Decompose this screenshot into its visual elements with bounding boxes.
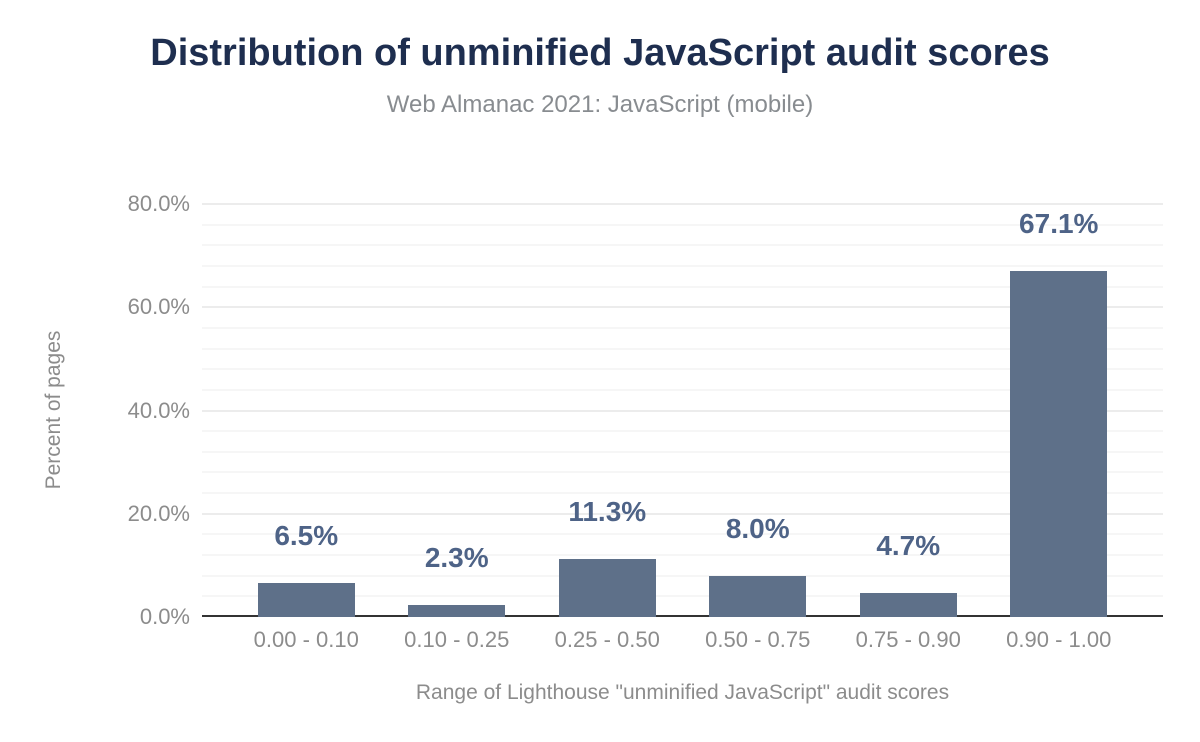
gridline-minor bbox=[202, 244, 1163, 247]
gridline-minor bbox=[202, 368, 1163, 371]
gridline-minor bbox=[202, 492, 1163, 495]
chart-subtitle: Web Almanac 2021: JavaScript (mobile) bbox=[386, 91, 814, 118]
chart-title: Distribution of unminified JavaScript au… bbox=[150, 32, 1050, 74]
y-tick-label: 40.0% bbox=[127, 397, 190, 423]
gridline-major bbox=[202, 512, 1163, 515]
gridline-minor bbox=[202, 574, 1163, 577]
gridline-minor bbox=[202, 264, 1163, 267]
gridline-minor bbox=[202, 533, 1163, 536]
x-tick-label: 0.10 - 0.25 bbox=[404, 627, 510, 652]
bar bbox=[1010, 270, 1108, 617]
bar bbox=[408, 605, 506, 617]
bar bbox=[257, 583, 355, 617]
bar bbox=[558, 558, 656, 617]
y-tick-label: 60.0% bbox=[127, 294, 190, 320]
bar bbox=[859, 592, 957, 617]
y-tick-label: 80.0% bbox=[127, 191, 190, 216]
x-tick-label: 0.75 - 0.90 bbox=[855, 627, 961, 652]
gridline-minor bbox=[202, 471, 1163, 474]
x-tick-label: 0.00 - 0.10 bbox=[253, 627, 359, 652]
bar bbox=[709, 575, 807, 617]
gridline-minor bbox=[202, 595, 1163, 598]
gridline-minor bbox=[202, 223, 1163, 226]
bar-value-label: 2.3% bbox=[424, 542, 489, 574]
gridline-major bbox=[202, 306, 1163, 309]
x-axis-line bbox=[202, 615, 1163, 617]
x-tick-label: 0.25 - 0.50 bbox=[554, 627, 660, 652]
gridline-major bbox=[202, 203, 1163, 205]
gridline-minor bbox=[202, 450, 1163, 453]
gridline-minor bbox=[202, 326, 1163, 329]
gridline-minor bbox=[202, 285, 1163, 288]
y-tick-label: 20.0% bbox=[127, 500, 190, 526]
bar-value-label: 8.0% bbox=[725, 512, 790, 544]
gridline-minor bbox=[202, 554, 1163, 557]
bar-value-label: 67.1% bbox=[1019, 207, 1099, 239]
bar-value-label: 4.7% bbox=[876, 529, 941, 561]
gridline-major bbox=[202, 409, 1163, 412]
x-tick-label: 0.50 - 0.75 bbox=[705, 627, 811, 652]
x-axis-title: Range of Lighthouse "unminified JavaScri… bbox=[415, 681, 950, 704]
plot-area: 6.5% 2.3% 11.3% 8.0% 4.7% 67.1% bbox=[202, 203, 1163, 617]
y-tick-label: 0.0% bbox=[139, 604, 190, 629]
gridline-minor bbox=[202, 430, 1163, 433]
gridline-minor bbox=[202, 388, 1163, 391]
gridline-minor bbox=[202, 347, 1163, 350]
bar-value-label: 6.5% bbox=[274, 520, 339, 552]
x-tick-label: 0.90 - 1.00 bbox=[1006, 627, 1112, 652]
bar-value-label: 11.3% bbox=[568, 495, 647, 527]
